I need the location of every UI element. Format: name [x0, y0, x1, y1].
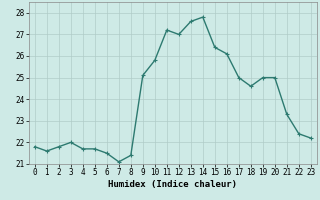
X-axis label: Humidex (Indice chaleur): Humidex (Indice chaleur) — [108, 180, 237, 189]
